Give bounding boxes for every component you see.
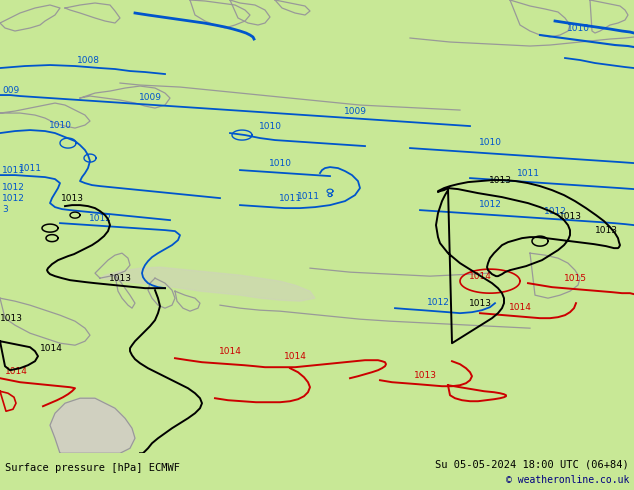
- Text: 1013: 1013: [559, 212, 581, 221]
- Text: 1010: 1010: [479, 138, 501, 147]
- Text: 1012: 1012: [2, 183, 25, 192]
- Text: 1013: 1013: [595, 226, 618, 235]
- Text: 1012: 1012: [479, 200, 501, 209]
- Text: 3: 3: [2, 205, 8, 214]
- Text: © weatheronline.co.uk: © weatheronline.co.uk: [506, 475, 629, 485]
- Text: 1010: 1010: [269, 159, 292, 168]
- Text: 1012: 1012: [2, 194, 25, 202]
- Text: 1013: 1013: [413, 371, 436, 380]
- Text: 1013: 1013: [108, 274, 131, 283]
- Text: 1008: 1008: [77, 56, 100, 65]
- Text: 1014: 1014: [40, 344, 63, 353]
- Text: 1013: 1013: [489, 176, 512, 185]
- Text: 1010: 1010: [48, 121, 72, 130]
- Text: 009: 009: [2, 86, 19, 95]
- Text: 1012: 1012: [543, 207, 566, 216]
- Text: 1013: 1013: [0, 314, 23, 323]
- Text: 1012: 1012: [89, 214, 112, 223]
- Text: 1013: 1013: [60, 194, 84, 203]
- Text: 1014: 1014: [219, 347, 242, 356]
- Text: 1013: 1013: [469, 299, 491, 308]
- Text: 1014: 1014: [5, 367, 28, 376]
- Text: 1011: 1011: [517, 169, 540, 178]
- Text: 1011: 1011: [278, 194, 302, 203]
- Text: 1012: 1012: [427, 298, 450, 307]
- Text: 1015: 1015: [564, 274, 586, 283]
- Text: 1014: 1014: [283, 352, 306, 361]
- Polygon shape: [50, 398, 135, 453]
- Text: 1011: 1011: [297, 192, 320, 201]
- Text: 1011: 1011: [2, 166, 25, 175]
- Text: 1010: 1010: [567, 24, 590, 33]
- Text: 1009: 1009: [138, 93, 162, 102]
- Text: 1011: 1011: [18, 164, 41, 173]
- Text: 1014: 1014: [508, 303, 531, 312]
- Polygon shape: [100, 267, 315, 301]
- Text: Su 05-05-2024 18:00 UTC (06+84): Su 05-05-2024 18:00 UTC (06+84): [436, 459, 629, 469]
- Text: 1014: 1014: [469, 272, 491, 281]
- Text: Surface pressure [hPa] ECMWF: Surface pressure [hPa] ECMWF: [5, 463, 180, 473]
- Text: 1010: 1010: [259, 122, 281, 131]
- Text: 1009: 1009: [344, 107, 366, 116]
